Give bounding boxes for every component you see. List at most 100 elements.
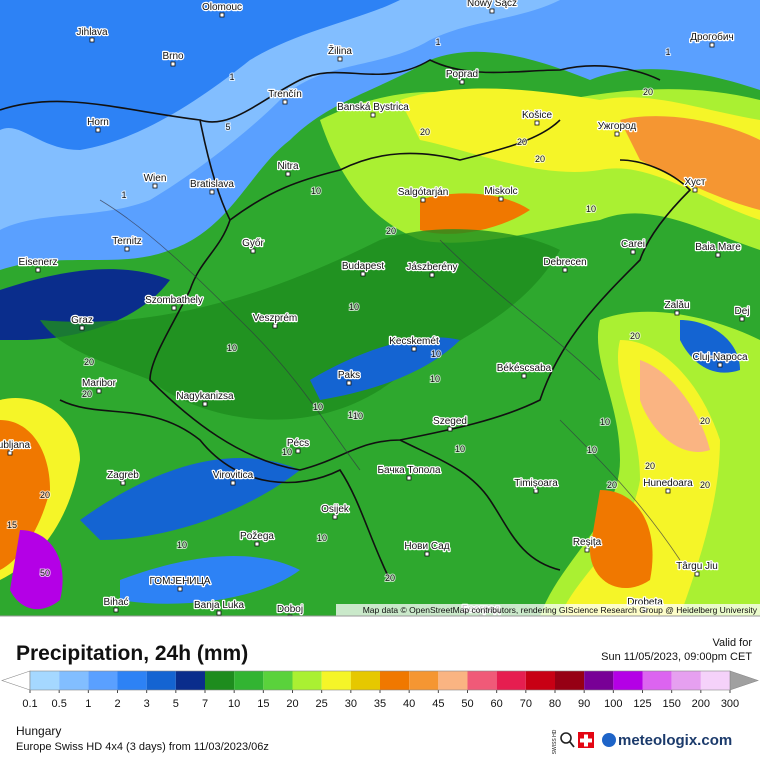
- city-marker: [346, 380, 352, 386]
- city-marker: [370, 112, 376, 118]
- colorbar-over: [729, 670, 759, 691]
- city-label: Târgu Jiu: [676, 561, 718, 572]
- city-marker: [96, 388, 102, 394]
- colorbar-tick-label: 0.1: [22, 698, 37, 710]
- city-marker: [614, 131, 620, 137]
- city-marker: [295, 448, 301, 454]
- city-label: Ljubljana: [0, 440, 30, 451]
- contour-label: 10: [587, 445, 597, 455]
- city-label: Poprad: [446, 69, 478, 80]
- contour-label: 20: [643, 87, 653, 97]
- city-label: Ternitz: [112, 236, 141, 247]
- colorbar-tick-label: 15: [257, 698, 269, 710]
- city-label: Timișoara: [514, 478, 558, 489]
- search-icon: [560, 732, 572, 744]
- rain-area: [590, 490, 653, 589]
- colorbar-bin: [642, 671, 672, 690]
- contour-label: 1: [435, 37, 440, 47]
- brand: meteologix.com: [618, 732, 732, 749]
- city-marker: [202, 401, 208, 407]
- city-label: Virovitica: [213, 470, 254, 481]
- contour-label: 1: [229, 72, 234, 82]
- colorbar-tick-label: 100: [604, 698, 622, 710]
- search-icon: [569, 741, 575, 748]
- colorbar-bin: [88, 671, 118, 690]
- city-label: Дрогобич: [690, 31, 733, 43]
- contour-label: 10: [600, 417, 610, 427]
- country-border: [229, 119, 561, 221]
- city-marker: [230, 480, 236, 486]
- city-label: Maribor: [82, 378, 117, 389]
- city-label: Zalău: [664, 300, 689, 311]
- contour-label: 20: [40, 490, 50, 500]
- contour-label: 20: [645, 461, 655, 471]
- city-marker: [411, 346, 417, 352]
- colorbar-bin: [555, 671, 585, 690]
- city-label: Salgótarján: [398, 187, 449, 198]
- city-marker: [337, 56, 343, 62]
- contour-label: 20: [607, 480, 617, 490]
- legend-title: Precipitation, 24h (mm): [16, 642, 248, 665]
- city-marker: [35, 267, 41, 273]
- colorbar-tick-label: 30: [345, 698, 357, 710]
- rain-area: [10, 530, 63, 610]
- rain-area: [0, 0, 400, 150]
- colorbar-bin: [350, 671, 380, 690]
- city-label: Kecskemét: [389, 336, 439, 347]
- colorbar: 0.1 0.5 1 2 3 5 7 10 15 20 25 30 35 40 45 50 60 70 80 90 100…: [1, 670, 759, 710]
- city-marker: [360, 271, 366, 277]
- city-label: Бачка Топола: [377, 465, 441, 476]
- city-label: Wien: [144, 173, 167, 184]
- city-marker: [282, 99, 288, 105]
- colorbar-tick-label: 7: [202, 698, 208, 710]
- badge: SWISS HD: [552, 729, 558, 754]
- city-marker: [332, 514, 338, 520]
- city-label: Нови Сад: [404, 541, 449, 552]
- city-label: Graz: [71, 315, 93, 326]
- city-label: Žilina: [328, 44, 352, 57]
- city-marker: [209, 189, 215, 195]
- colorbar-bin: [584, 671, 614, 690]
- precipitation-map: Olomouc Nowy Sącz Jihlava Brno Žilina Poprad Д…: [0, 0, 760, 616]
- rain-area: [620, 116, 760, 210]
- city-marker: [95, 127, 101, 133]
- city-marker: [459, 79, 465, 85]
- city-marker: [429, 272, 435, 278]
- contour-label: 5: [225, 122, 230, 132]
- contour-label: 10: [313, 402, 323, 412]
- city-marker: [674, 310, 680, 316]
- country-border: [0, 100, 231, 221]
- colorbar-tick-label: 35: [374, 698, 386, 710]
- colorbar-bin: [700, 671, 730, 690]
- contour-label: 10: [282, 447, 292, 457]
- city-marker: [533, 488, 539, 494]
- colorbar-under: [1, 670, 31, 691]
- colorbar-tick-label: 200: [692, 698, 710, 710]
- rain-area: [640, 360, 710, 452]
- attribution: Map data © OpenStreetMap contributors, r…: [363, 605, 758, 615]
- city-label: Požega: [240, 531, 274, 542]
- city-label: Eisenerz: [19, 257, 58, 268]
- rain-area: [420, 193, 530, 234]
- colorbar-tick-label: 45: [432, 698, 444, 710]
- contour-label: 20: [386, 226, 396, 236]
- city-marker: [739, 316, 745, 322]
- city-marker: [717, 362, 723, 368]
- model-info: Europe Swiss HD 4x4 (3 days) from 11/03/…: [16, 741, 269, 753]
- rain-area: [0, 420, 50, 570]
- colorbar-tick-label: 20: [286, 698, 298, 710]
- colorbar-bin: [205, 671, 235, 690]
- city-label: Győr: [242, 238, 264, 249]
- city-label: Reșița: [573, 537, 602, 548]
- city-marker: [534, 120, 540, 126]
- city-marker: [219, 12, 225, 18]
- contour-label: 10: [177, 540, 187, 550]
- colorbar-bin: [409, 671, 439, 690]
- contour-label: 20: [420, 127, 430, 137]
- city-label: Békéscsaba: [497, 363, 552, 374]
- colorbar-bin: [525, 671, 555, 690]
- city-marker: [447, 426, 453, 432]
- colorbar-tick-label: 2: [114, 698, 120, 710]
- contour-label: 20: [84, 357, 94, 367]
- contour-label: 20: [385, 573, 395, 583]
